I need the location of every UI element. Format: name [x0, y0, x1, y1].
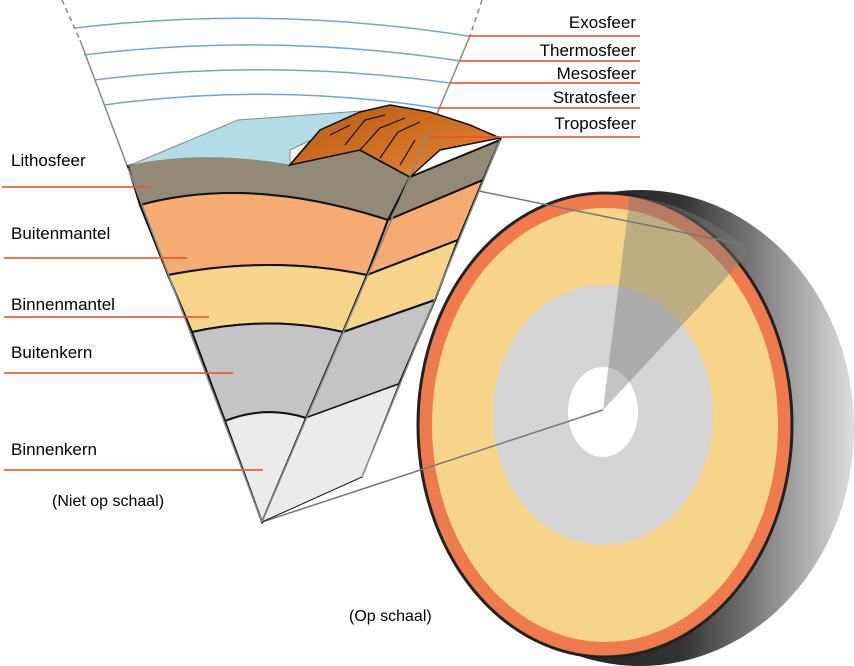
surface [127, 104, 503, 178]
label-exosfeer: Exosfeer [568, 13, 636, 32]
cone-outline [127, 129, 501, 523]
sphere-caption: (Op schaal) [349, 608, 432, 625]
label-binnenkern: Binnenkern [11, 440, 98, 459]
label-buitenkern: Buitenkern [11, 343, 93, 362]
label-stratosfeer: Stratosfeer [552, 88, 636, 107]
label-thermosfeer: Thermosfeer [539, 41, 636, 60]
atmosphere-layers [74, 17, 469, 109]
cone-caption: (Niet op schaal) [52, 493, 165, 510]
cone-left-face [126, 128, 412, 525]
label-buitenmantel: Buitenmantel [11, 224, 111, 243]
label-lithosfeer: Lithosfeer [11, 151, 86, 170]
cone-wedge-on-sphere [603, 196, 750, 410]
label-binnenmantel: Binnenmantel [11, 295, 115, 314]
label-mesosfeer: Mesosfeer [556, 64, 636, 83]
label-troposfeer: Troposfeer [554, 114, 636, 133]
earth-sphere [416, 190, 854, 666]
leader-lines [2, 35, 640, 471]
cone-right-face [261, 138, 502, 523]
